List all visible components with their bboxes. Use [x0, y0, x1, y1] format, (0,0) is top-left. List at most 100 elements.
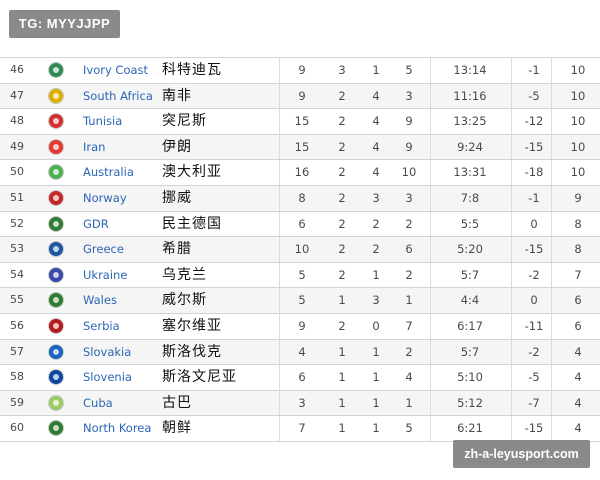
table-row: 59 Cuba 古巴 3 1 1 1 5:12 -7 4 — [0, 390, 600, 417]
tunisia-flag-icon — [48, 113, 64, 130]
column-divider — [430, 58, 431, 83]
column-divider — [511, 134, 512, 160]
country-name-en: Slovenia — [83, 370, 132, 385]
country-name-zh: 伊朗 — [162, 138, 192, 155]
goals-cell: 5:12 — [457, 395, 483, 410]
table-row: 54 Ukraine 乌克兰 5 2 1 2 5:7 -2 7 — [0, 262, 600, 289]
country-name-zh: 挪威 — [162, 189, 192, 206]
country-name-zh: 斯洛伐克 — [162, 343, 222, 360]
points-cell: 9 — [574, 190, 582, 205]
country-name-en: Ivory Coast — [83, 63, 149, 77]
goals-cell: 6:21 — [457, 421, 483, 436]
wins-cell: 1 — [338, 293, 346, 308]
draws-cell: 1 — [372, 344, 380, 359]
column-divider — [511, 83, 512, 109]
column-divider — [430, 288, 431, 313]
wins-cell: 1 — [338, 344, 346, 359]
cuba-flag-icon — [48, 394, 64, 411]
draws-cell: 2 — [372, 242, 380, 257]
column-divider — [551, 83, 552, 109]
rank-cell: 47 — [10, 88, 24, 102]
slovakia-flag-icon — [48, 343, 64, 360]
points-cell: 4 — [574, 370, 582, 385]
goals-cell: 5:7 — [460, 267, 480, 282]
goal-diff-cell: -7 — [528, 395, 540, 410]
goal-diff-cell: -18 — [524, 165, 544, 180]
goal-diff-cell: -15 — [524, 421, 544, 436]
goals-cell: 9:24 — [457, 139, 483, 154]
serbia-flag-icon — [48, 317, 64, 334]
country-name-en: Slovakia — [83, 344, 132, 359]
column-divider — [279, 339, 280, 365]
column-divider — [551, 237, 552, 262]
draws-cell: 4 — [372, 139, 380, 154]
points-cell: 10 — [570, 63, 586, 77]
goals-cell: 13:14 — [453, 63, 487, 77]
column-divider — [551, 390, 552, 416]
points-cell: 8 — [574, 216, 582, 231]
goals-cell: 11:16 — [453, 88, 487, 103]
country-name-en: Tunisia — [83, 114, 123, 129]
ukraine-flag-icon — [48, 266, 64, 283]
goal-diff-cell: -12 — [524, 114, 544, 129]
table-row: 48 Tunisia 突尼斯 15 2 4 9 13:25 -12 10 — [0, 109, 600, 135]
column-divider — [430, 365, 431, 390]
country-name-zh: 民主德国 — [162, 215, 222, 232]
table-row: 57 Slovakia 斯洛伐克 4 1 1 2 5:7 -2 4 — [0, 339, 600, 366]
draws-cell: 1 — [372, 267, 380, 282]
losses-cell: 9 — [405, 139, 413, 154]
column-divider — [511, 339, 512, 365]
played-cell: 16 — [294, 165, 310, 180]
points-cell: 8 — [574, 242, 582, 257]
site-watermark-badge: zh-a-leyusport.com — [453, 440, 590, 468]
country-name-en: Ukraine — [83, 267, 128, 282]
draws-cell: 4 — [372, 114, 380, 129]
wins-cell: 3 — [338, 63, 346, 77]
column-divider — [279, 390, 280, 416]
column-divider — [551, 262, 552, 288]
column-divider — [430, 339, 431, 365]
played-cell: 10 — [294, 242, 310, 257]
column-divider — [551, 211, 552, 237]
wins-cell: 1 — [338, 395, 346, 410]
north-korea-flag-icon — [48, 420, 64, 437]
column-divider — [430, 160, 431, 185]
table-row: 53 Greece 希腊 10 2 2 6 5:20 -15 8 — [0, 237, 600, 263]
rank-cell: 60 — [10, 421, 24, 435]
rank-cell: 57 — [10, 344, 24, 358]
table-row: 50 Australia 澳大利亚 16 2 4 10 13:31 -18 10 — [0, 160, 600, 186]
wins-cell: 2 — [338, 165, 346, 180]
goal-diff-cell: -2 — [528, 344, 540, 359]
goals-cell: 13:25 — [453, 114, 487, 129]
column-divider — [511, 288, 512, 313]
column-divider — [430, 416, 431, 441]
column-divider — [551, 109, 552, 134]
goal-diff-cell: -5 — [528, 88, 540, 103]
losses-cell: 5 — [405, 63, 413, 77]
points-cell: 7 — [574, 267, 582, 282]
column-divider — [430, 390, 431, 416]
column-divider — [511, 185, 512, 211]
country-name-en: GDR — [83, 216, 109, 231]
goals-cell: 13:31 — [453, 165, 487, 180]
played-cell: 6 — [298, 216, 306, 231]
column-divider — [551, 416, 552, 441]
country-name-en: South Africa — [83, 88, 153, 103]
rank-cell: 54 — [10, 267, 24, 281]
rank-cell: 56 — [10, 318, 24, 332]
losses-cell: 10 — [401, 165, 417, 180]
slovenia-flag-icon — [48, 369, 64, 386]
greece-flag-icon — [48, 241, 64, 258]
tg-watermark: TG: MYYJJPP — [9, 10, 120, 38]
table-row: 58 Slovenia 斯洛文尼亚 6 1 1 4 5:10 -5 4 — [0, 365, 600, 391]
losses-cell: 2 — [405, 267, 413, 282]
country-name-zh: 科特迪瓦 — [162, 62, 222, 78]
column-divider — [511, 390, 512, 416]
losses-cell: 2 — [405, 216, 413, 231]
wins-cell: 2 — [338, 318, 346, 333]
rank-cell: 49 — [10, 139, 24, 153]
goals-cell: 5:10 — [457, 370, 483, 385]
country-name-zh: 威尔斯 — [162, 292, 207, 309]
table-row: 56 Serbia 塞尔维亚 9 2 0 7 6:17 -11 6 — [0, 313, 600, 340]
points-cell: 10 — [570, 139, 586, 154]
